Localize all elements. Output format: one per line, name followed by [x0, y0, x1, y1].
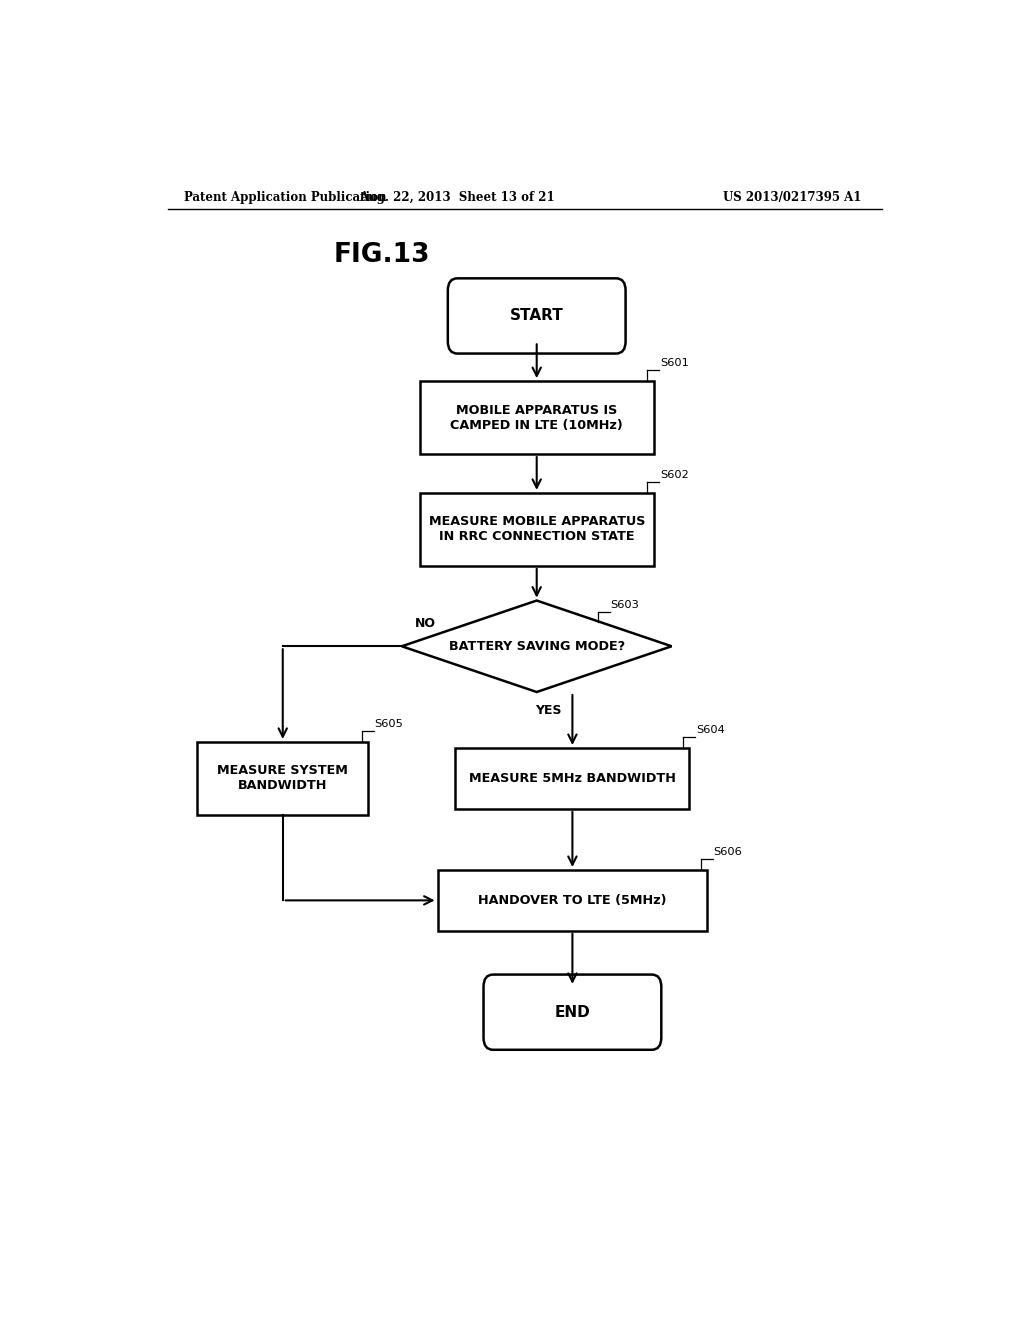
Polygon shape [401, 601, 672, 692]
Text: S602: S602 [660, 470, 689, 479]
Text: MEASURE SYSTEM
BANDWIDTH: MEASURE SYSTEM BANDWIDTH [217, 764, 348, 792]
Text: S603: S603 [610, 601, 639, 610]
Text: FIG.13: FIG.13 [334, 242, 430, 268]
Text: MEASURE MOBILE APPARATUS
IN RRC CONNECTION STATE: MEASURE MOBILE APPARATUS IN RRC CONNECTI… [428, 515, 645, 544]
Text: MOBILE APPARATUS IS
CAMPED IN LTE (10MHz): MOBILE APPARATUS IS CAMPED IN LTE (10MHz… [451, 404, 623, 432]
Text: S606: S606 [714, 846, 742, 857]
Text: Aug. 22, 2013  Sheet 13 of 21: Aug. 22, 2013 Sheet 13 of 21 [359, 190, 555, 203]
Bar [456, 748, 689, 809]
Text: HANDOVER TO LTE (5MHz): HANDOVER TO LTE (5MHz) [478, 894, 667, 907]
Text: US 2013/0217395 A1: US 2013/0217395 A1 [723, 190, 861, 203]
Text: S601: S601 [660, 358, 689, 368]
Bar [198, 742, 368, 814]
Text: Patent Application Publication: Patent Application Publication [183, 190, 386, 203]
Text: END: END [555, 1005, 590, 1019]
Text: MEASURE 5MHz BANDWIDTH: MEASURE 5MHz BANDWIDTH [469, 772, 676, 785]
Text: START: START [510, 309, 563, 323]
Bar [420, 381, 653, 454]
Text: NO: NO [415, 618, 436, 631]
FancyBboxPatch shape [483, 974, 662, 1049]
Text: BATTERY SAVING MODE?: BATTERY SAVING MODE? [449, 640, 625, 653]
Bar [420, 492, 653, 566]
Bar [437, 870, 708, 931]
Text: S604: S604 [696, 725, 725, 735]
FancyBboxPatch shape [447, 279, 626, 354]
Text: S605: S605 [375, 718, 403, 729]
Text: YES: YES [536, 704, 562, 717]
